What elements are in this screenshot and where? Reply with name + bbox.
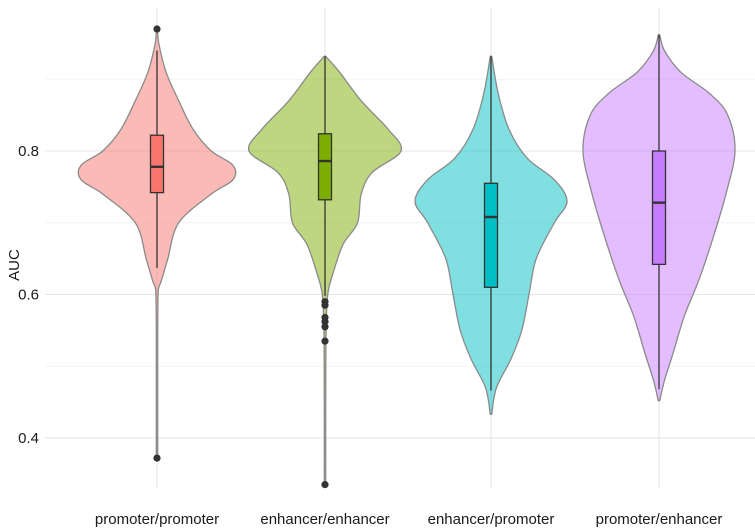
y-tick-label: 0.4 (18, 430, 39, 447)
box-iqr (149, 134, 165, 194)
outlier-point (321, 337, 329, 345)
x-tick-label: promoter/promoter (95, 511, 219, 528)
y-tick-label: 0.8 (18, 143, 39, 160)
y-axis-ticks: 0.4 0.6 0.8 (18, 143, 39, 447)
x-tick-label: promoter/enhancer (596, 511, 723, 528)
box-iqr (483, 182, 499, 288)
violin-layer (77, 28, 736, 486)
outlier-point (321, 318, 329, 326)
outlier-point (153, 25, 161, 33)
x-tick-label: enhancer/enhancer (260, 511, 389, 528)
outlier-point (321, 301, 329, 309)
y-axis-title: AUC (6, 249, 23, 281)
x-axis-ticks: promoter/promoter enhancer/enhancer enhanc… (95, 511, 722, 528)
box-iqr (317, 133, 333, 201)
box-layer (149, 25, 667, 489)
y-tick-label: 0.6 (18, 287, 39, 304)
x-tick-label: enhancer/promoter (428, 511, 555, 528)
outlier-point (153, 454, 161, 462)
outlier-point (321, 323, 329, 331)
outlier-point (321, 481, 329, 489)
box-iqr (651, 150, 667, 266)
